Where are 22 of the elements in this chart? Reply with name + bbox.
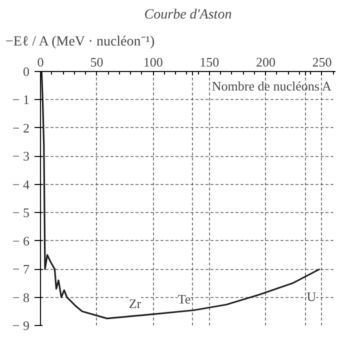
y-tick-label: − 9 (12, 318, 30, 333)
x-axis-title: Nombre de nucléons A (212, 78, 332, 94)
y-tick-label: − 2 (12, 120, 30, 136)
y-tick-label: − 4 (12, 176, 30, 192)
annotation: Te (178, 291, 191, 306)
y-tick-label: 0 (23, 64, 30, 79)
x-tick-label: 200 (256, 54, 276, 70)
y-tick-label: − 8 (12, 290, 30, 305)
x-tick-label: 50 (90, 54, 104, 70)
y-tick-label: − 5 (12, 205, 30, 220)
x-tick-label: 150 (200, 54, 220, 70)
annotation: Zr (128, 296, 142, 312)
x-tick-label: 250 (312, 54, 332, 70)
y-tick-label: − 6 (12, 233, 30, 248)
y-tick-label: − 1 (12, 92, 30, 108)
annotation: U (306, 289, 317, 304)
x-tick-label: 100 (143, 54, 163, 70)
chart-title: Courbe d'Aston (144, 8, 232, 22)
y-tick-label: − 3 (12, 148, 30, 164)
y-axis-title: −Eℓ / A (MeV · nucléon⁻¹) (6, 34, 155, 50)
y-tick-label: − 7 (12, 262, 30, 277)
x-tick-label: 0 (37, 54, 44, 70)
